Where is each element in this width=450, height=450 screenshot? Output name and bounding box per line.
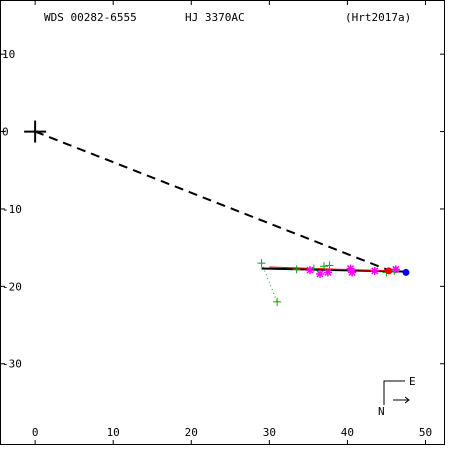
plus-point-0 — [257, 259, 266, 268]
primary-star-cross — [24, 120, 47, 143]
x-tick-label-4: 40 — [341, 426, 354, 439]
x-tick-label-0: 0 — [32, 426, 39, 439]
star-point-0 — [305, 266, 314, 275]
x-tick-label-5: 50 — [419, 426, 432, 439]
star-point-2 — [323, 268, 332, 277]
wds-id-label: WDS 00282-6555 — [44, 11, 137, 24]
compass-north-label: N — [378, 405, 385, 418]
reference-label: (Hrt2017a) — [345, 11, 411, 24]
line-of-centers — [34, 130, 391, 272]
star-point-d2-4 — [348, 268, 356, 276]
compass-arrow-head — [404, 396, 410, 404]
compass-east-label: E — [409, 375, 416, 388]
plot-marks — [24, 120, 410, 306]
x-tick-label-2: 20 — [185, 426, 198, 439]
y-tick-label-2: -10 — [2, 203, 22, 216]
star-point-6 — [391, 265, 400, 274]
star-point-d2-3 — [347, 265, 355, 273]
star-point-d2-1 — [316, 270, 324, 278]
y-tick-label-4: -30 — [2, 358, 22, 371]
plus-point-2 — [292, 265, 301, 274]
star-point-d2-0 — [306, 266, 314, 274]
plot-border — [0, 0, 445, 445]
latest-point-1 — [402, 268, 410, 276]
discoverer-label: HJ 3370AC — [185, 11, 245, 24]
dotted-link-0 — [261, 262, 278, 303]
latest-point-0 — [385, 267, 393, 275]
compass-indicator: E N — [378, 375, 416, 418]
y-tick-label-3: -20 — [2, 280, 22, 293]
y-tick-label-1: 0 — [2, 126, 9, 139]
star-point-d2-6 — [392, 265, 400, 273]
compass-axes — [383, 380, 405, 405]
y-tick-label-0: 10 — [2, 48, 15, 61]
x-tick-label-1: 10 — [107, 426, 120, 439]
plus-point-1 — [273, 297, 282, 306]
axis-ticks: 0 10 20 30 40 50 10 0 -10 -20 -30 — [0, 0, 445, 445]
star-point-1 — [316, 269, 325, 278]
plus-point-5 — [325, 261, 334, 270]
plus-point-4 — [319, 262, 328, 271]
star-point-5 — [370, 266, 379, 275]
star-point-d2-2 — [324, 268, 332, 276]
plot-frame — [0, 0, 445, 445]
star-point-d2-5 — [371, 267, 379, 275]
star-point-4 — [348, 268, 357, 277]
x-tick-label-3: 30 — [263, 426, 276, 439]
